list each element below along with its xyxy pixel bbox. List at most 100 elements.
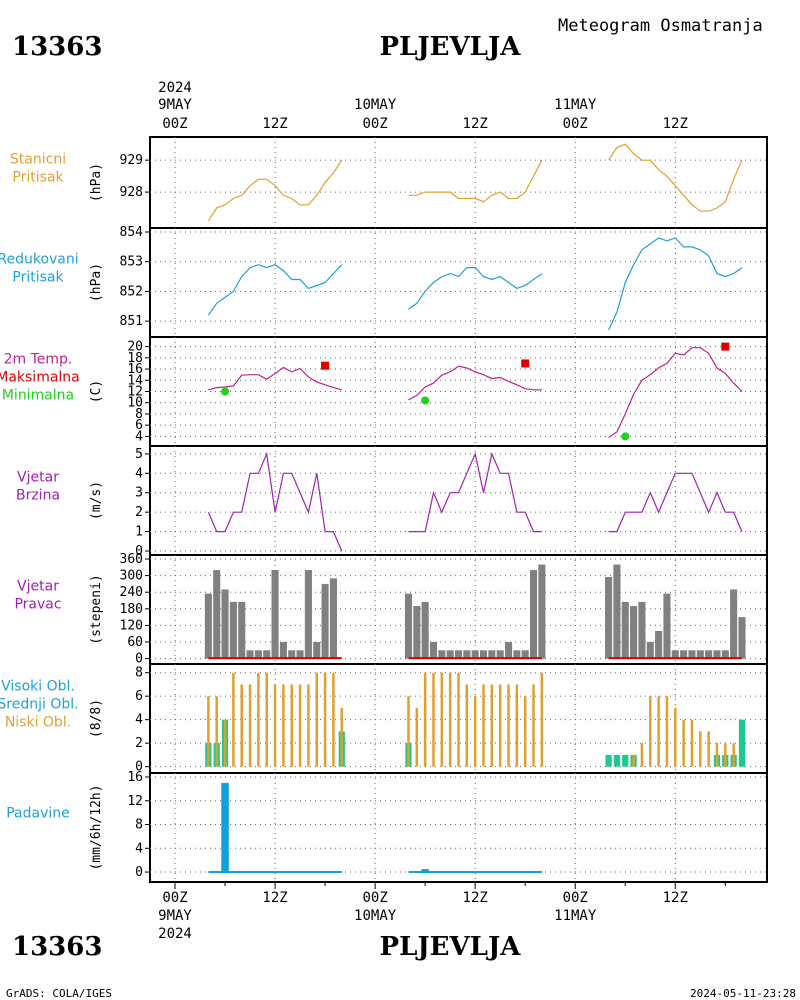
top-time-tick: 12Z: [663, 116, 688, 132]
bar: [696, 650, 704, 659]
top-date-label: 10MAY: [354, 97, 397, 113]
bar: [649, 696, 652, 767]
panel-vjetar_brzina: 0 1 2 3 4 5 (m/s) Vjetar Brzina: [16, 445, 767, 559]
bar: [321, 583, 329, 659]
bar: [632, 754, 635, 767]
bar: [298, 684, 302, 767]
bar: [715, 743, 719, 767]
series-line: [408, 365, 542, 401]
bar: [282, 684, 285, 767]
top-year-label: 2024: [158, 80, 192, 96]
bar: [705, 650, 713, 659]
bar: [540, 672, 544, 767]
bar: [488, 650, 496, 659]
series-line: [608, 143, 743, 212]
y-tick-label: 16: [127, 362, 143, 377]
bar: [438, 650, 446, 659]
series-line: [207, 159, 343, 222]
bar: [732, 743, 735, 767]
bar: [221, 782, 229, 873]
panel-label: Minimalna: [2, 388, 74, 404]
panel-label: Pritisak: [12, 170, 64, 186]
y-tick-label: 0: [135, 760, 143, 775]
series-line: [608, 472, 743, 533]
y-tick-label: 4: [135, 713, 143, 728]
top-time-tick: 00Z: [362, 116, 387, 132]
panel-label: Pritisak: [12, 270, 64, 286]
panel-label: Redukovani: [0, 252, 79, 268]
y-unit-label: (stepeni): [89, 574, 104, 644]
bar: [290, 684, 293, 767]
y-tick-label: 3: [135, 486, 143, 501]
bar: [674, 707, 677, 767]
top-time-tick: 00Z: [563, 116, 588, 132]
bar: [671, 650, 679, 659]
bar: [415, 707, 419, 767]
bar: [663, 593, 671, 659]
bar: [273, 684, 277, 767]
station-id-top: 13363: [12, 32, 102, 62]
y-tick-label: 300: [120, 569, 143, 584]
top-date-label: 11MAY: [554, 97, 597, 113]
y-unit-label: (hPa): [89, 163, 104, 202]
panel-padavine: 0 4 8 12 16 (mm/6h/12h) Padavine: [6, 770, 767, 882]
bar: [515, 684, 519, 767]
y-tick-label: 10: [127, 396, 143, 411]
bar: [421, 601, 429, 659]
panel-label: Vjetar: [17, 470, 59, 486]
bar: [223, 719, 227, 767]
bar: [605, 576, 613, 659]
bar: [323, 672, 327, 767]
series-line: [408, 159, 543, 203]
bar: [429, 642, 438, 659]
bar: [655, 630, 663, 659]
bar: [638, 601, 646, 659]
bar: [246, 650, 254, 659]
y-tick-label: 929: [120, 153, 143, 168]
bar: [521, 650, 529, 659]
y-tick-label: 12: [127, 385, 143, 400]
bottom-time-tick: 12Z: [663, 890, 688, 906]
bar: [513, 650, 521, 659]
series-line: [608, 237, 743, 331]
y-unit-label: (C): [89, 380, 104, 403]
y-tick-label: 360: [120, 552, 143, 567]
top-time-tick: 12Z: [262, 116, 287, 132]
bar: [232, 672, 235, 767]
bar: [682, 719, 685, 767]
bar: [296, 650, 304, 659]
bottom-time-tick: 00Z: [162, 890, 187, 906]
bar: [465, 684, 469, 767]
bar: [432, 672, 435, 767]
panel-label: 2m Temp.: [4, 352, 73, 368]
y-tick-label: 2: [135, 736, 143, 751]
top-date-label: 9MAY: [158, 97, 192, 113]
bottom-date-label: 11MAY: [554, 908, 597, 924]
bar: [213, 570, 221, 659]
bar: [313, 642, 321, 659]
bar: [440, 672, 444, 767]
bar: [340, 707, 344, 767]
bar: [423, 672, 427, 767]
bar: [721, 650, 729, 659]
bar: [257, 672, 260, 767]
y-tick-label: 0: [135, 652, 143, 667]
bar: [532, 684, 535, 767]
bar: [204, 593, 212, 659]
panel-label: Niski Obl.: [5, 715, 71, 731]
bar: [463, 650, 471, 659]
bar: [738, 617, 746, 659]
y-tick-label: 928: [120, 185, 143, 200]
bar: [404, 593, 413, 659]
min-temp-marker: [421, 396, 430, 405]
bar: [315, 672, 319, 767]
y-tick-label: 852: [120, 284, 143, 299]
series-line: [608, 347, 743, 438]
meteogram-title: Meteogram Osmatranja: [558, 16, 763, 36]
bottom-time-tick: 12Z: [262, 890, 287, 906]
bar: [482, 684, 485, 767]
bar: [690, 719, 694, 767]
bar: [640, 743, 644, 767]
bottom-year-label: 2024: [158, 926, 192, 942]
